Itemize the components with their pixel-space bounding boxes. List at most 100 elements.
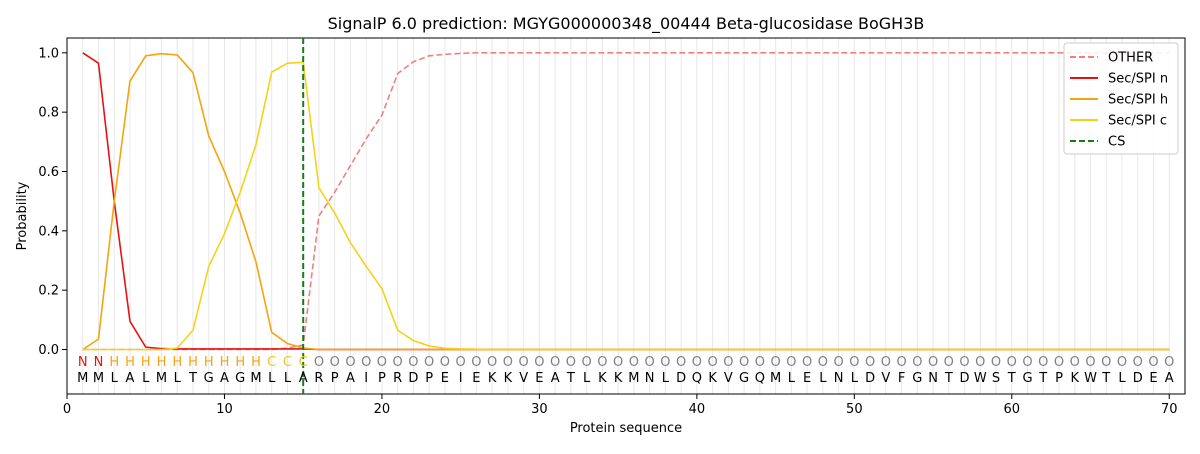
residue-letter: L (268, 371, 276, 386)
legend-label: CS (1108, 135, 1125, 150)
region-label: O (833, 355, 843, 370)
residue-letter: D (865, 371, 875, 386)
x-tick-label: 10 (216, 402, 233, 417)
residue-letter: R (314, 371, 323, 386)
region-label: O (424, 355, 434, 370)
residue-letter: V (724, 371, 733, 386)
residue-letter: A (126, 371, 135, 386)
region-label: O (314, 355, 324, 370)
y-tick-label: 1.0 (38, 46, 59, 61)
region-label: O (471, 355, 481, 370)
axes: 0 10 20 30 40 50 60 70 0.0 0.2 0.4 0.6 0.8 1.0 (38, 37, 1186, 417)
region-label: O (818, 355, 828, 370)
series-lines (82, 38, 1170, 394)
residue-letter: P (425, 371, 433, 386)
region-label: O (959, 355, 969, 370)
residue-letter: Q (692, 371, 702, 386)
residue-letter: K (708, 371, 717, 386)
residue-letter: L (851, 371, 859, 386)
x-tick-label: 70 (1161, 402, 1178, 417)
region-label: O (629, 355, 639, 370)
x-tick-label: 30 (531, 402, 548, 417)
region-label: H (109, 355, 119, 370)
region-label: O (440, 355, 450, 370)
region-label: O (896, 355, 906, 370)
region-label: O (912, 355, 922, 370)
residue-letter: P (1055, 371, 1063, 386)
region-label: H (204, 355, 214, 370)
residue-letter: M (250, 371, 261, 386)
region-label: O (770, 355, 780, 370)
region-label: O (361, 355, 371, 370)
residue-letter: L (174, 371, 182, 386)
residue-letter: I (364, 371, 368, 386)
residue-letter: G (739, 371, 749, 386)
x-tick-label: 20 (374, 402, 391, 417)
residue-letter: A (346, 371, 355, 386)
region-label: O (739, 355, 749, 370)
residue-letter: A (220, 371, 229, 386)
region-label: O (1148, 355, 1158, 370)
region-label: O (1085, 355, 1095, 370)
region-label: O (944, 355, 954, 370)
legend-label: Sec/SPI c (1108, 114, 1167, 129)
residue-letter: G (912, 371, 922, 386)
series-line-sec-spi-n (82, 52, 1170, 351)
residue-letter: G (235, 371, 245, 386)
region-label: O (519, 355, 529, 370)
residue-letter: A (1165, 371, 1174, 386)
grid-lines (82, 38, 1170, 394)
y-tick-label: 0.6 (38, 165, 59, 180)
region-label: O (566, 355, 576, 370)
y-tick-label: 0.2 (38, 284, 59, 299)
region-label: O (865, 355, 875, 370)
residue-letter: T (944, 371, 953, 386)
region-label: O (1133, 355, 1143, 370)
residue-letter: L (111, 371, 119, 386)
region-label: O (345, 355, 355, 370)
x-tick-label: 50 (846, 402, 863, 417)
residue-letter: K (488, 371, 497, 386)
residue-letter: F (898, 371, 905, 386)
legend: OTHER Sec/SPI n Sec/SPI h Sec/SPI c CS (1063, 42, 1179, 155)
residue-letter: V (881, 371, 890, 386)
y-axis-label: Probability (15, 181, 30, 250)
residue-letter: M (77, 371, 88, 386)
residue-letter: W (1084, 371, 1097, 386)
residue-letter: T (188, 371, 197, 386)
residue-letter: T (566, 371, 575, 386)
residue-letter: A (299, 371, 308, 386)
region-label: H (172, 355, 182, 370)
residue-letter: T (1038, 371, 1047, 386)
residue-letter: K (598, 371, 607, 386)
residue-letter: L (583, 371, 591, 386)
region-label: O (991, 355, 1001, 370)
residue-letter: E (441, 371, 449, 386)
region-label: O (676, 355, 686, 370)
legend-box (1063, 42, 1179, 155)
residue-letter: V (519, 371, 528, 386)
residue-letter: M (93, 371, 104, 386)
region-label: O (1070, 355, 1080, 370)
region-label: O (534, 355, 544, 370)
residue-letter: N (834, 371, 844, 386)
region-label: H (235, 355, 245, 370)
residue-letter: W (974, 371, 987, 386)
chart-title: SignalP 6.0 prediction: MGYG000000348_00… (328, 14, 925, 34)
region-label: O (1007, 355, 1017, 370)
residue-letter: D (676, 371, 686, 386)
series-line-sec-spi-c (82, 61, 1170, 351)
residue-letter: T (1101, 371, 1110, 386)
region-label: O (849, 355, 859, 370)
residue-letter: L (1118, 371, 1126, 386)
region-label: O (613, 355, 623, 370)
region-label: C (283, 355, 292, 370)
region-label: H (141, 355, 151, 370)
region-label: O (802, 355, 812, 370)
residue-letter: Q (755, 371, 765, 386)
residue-letter: L (662, 371, 670, 386)
residue-letter: P (331, 371, 339, 386)
region-label: O (1164, 355, 1174, 370)
y-tick-label: 0.4 (38, 224, 59, 239)
